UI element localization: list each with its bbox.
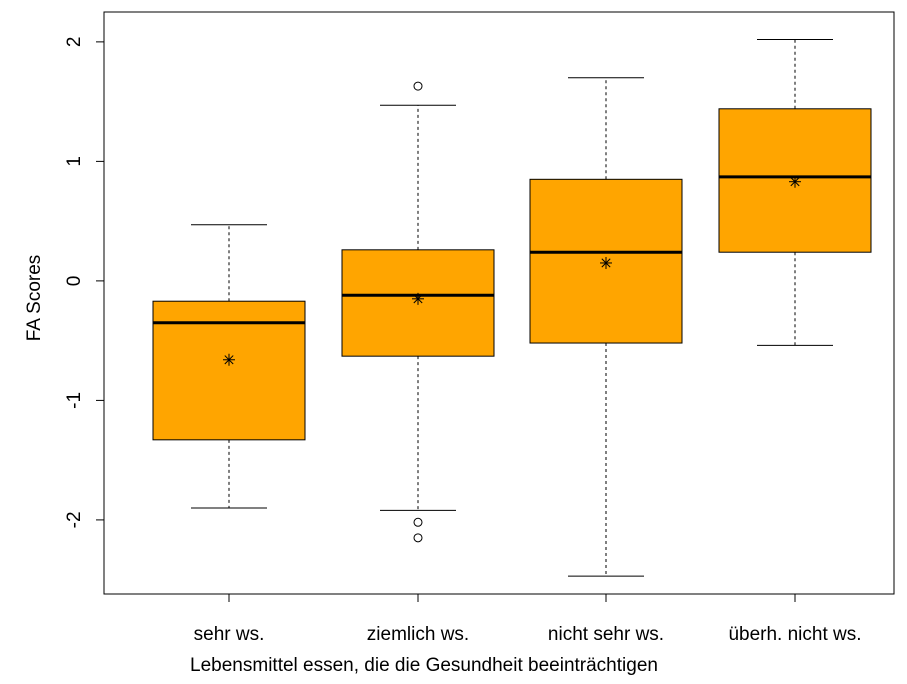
box-group — [341, 81, 495, 543]
mean-marker-stroke — [601, 258, 611, 268]
outlier-point — [413, 517, 423, 527]
y-tick-label: 2 — [64, 37, 85, 48]
y-tick-label: -2 — [64, 511, 85, 528]
y-tick-label: -1 — [64, 392, 85, 409]
mean-marker-stroke — [413, 294, 423, 304]
box-group — [718, 38, 872, 346]
mean-marker-stroke — [790, 177, 800, 187]
box-group — [529, 77, 683, 577]
x-tick-label: sehr ws. — [194, 624, 265, 645]
mean-marker — [412, 292, 424, 305]
mean-marker — [600, 256, 612, 269]
box-group — [152, 224, 306, 509]
x-tick-label: nicht sehr ws. — [548, 624, 664, 645]
outlier-point — [413, 81, 423, 91]
iqr-box — [152, 300, 306, 441]
mean-marker — [223, 353, 235, 366]
x-axis-title: Lebensmittel essen, die die Gesundheit b… — [190, 655, 658, 676]
x-tick-label: überh. nicht ws. — [728, 624, 861, 645]
y-tick-label: 1 — [64, 156, 85, 167]
x-tick-label: ziemlich ws. — [367, 624, 469, 645]
outlier-point — [413, 533, 423, 543]
y-tick-label: 0 — [64, 276, 85, 287]
y-axis-title: FA Scores — [24, 255, 45, 342]
axis-layer: sehr ws. ziemlich ws. nicht sehr ws. überh.… — [64, 37, 862, 645]
mean-marker — [789, 175, 801, 188]
plot-layer — [152, 38, 872, 577]
mean-marker-stroke — [224, 355, 234, 365]
